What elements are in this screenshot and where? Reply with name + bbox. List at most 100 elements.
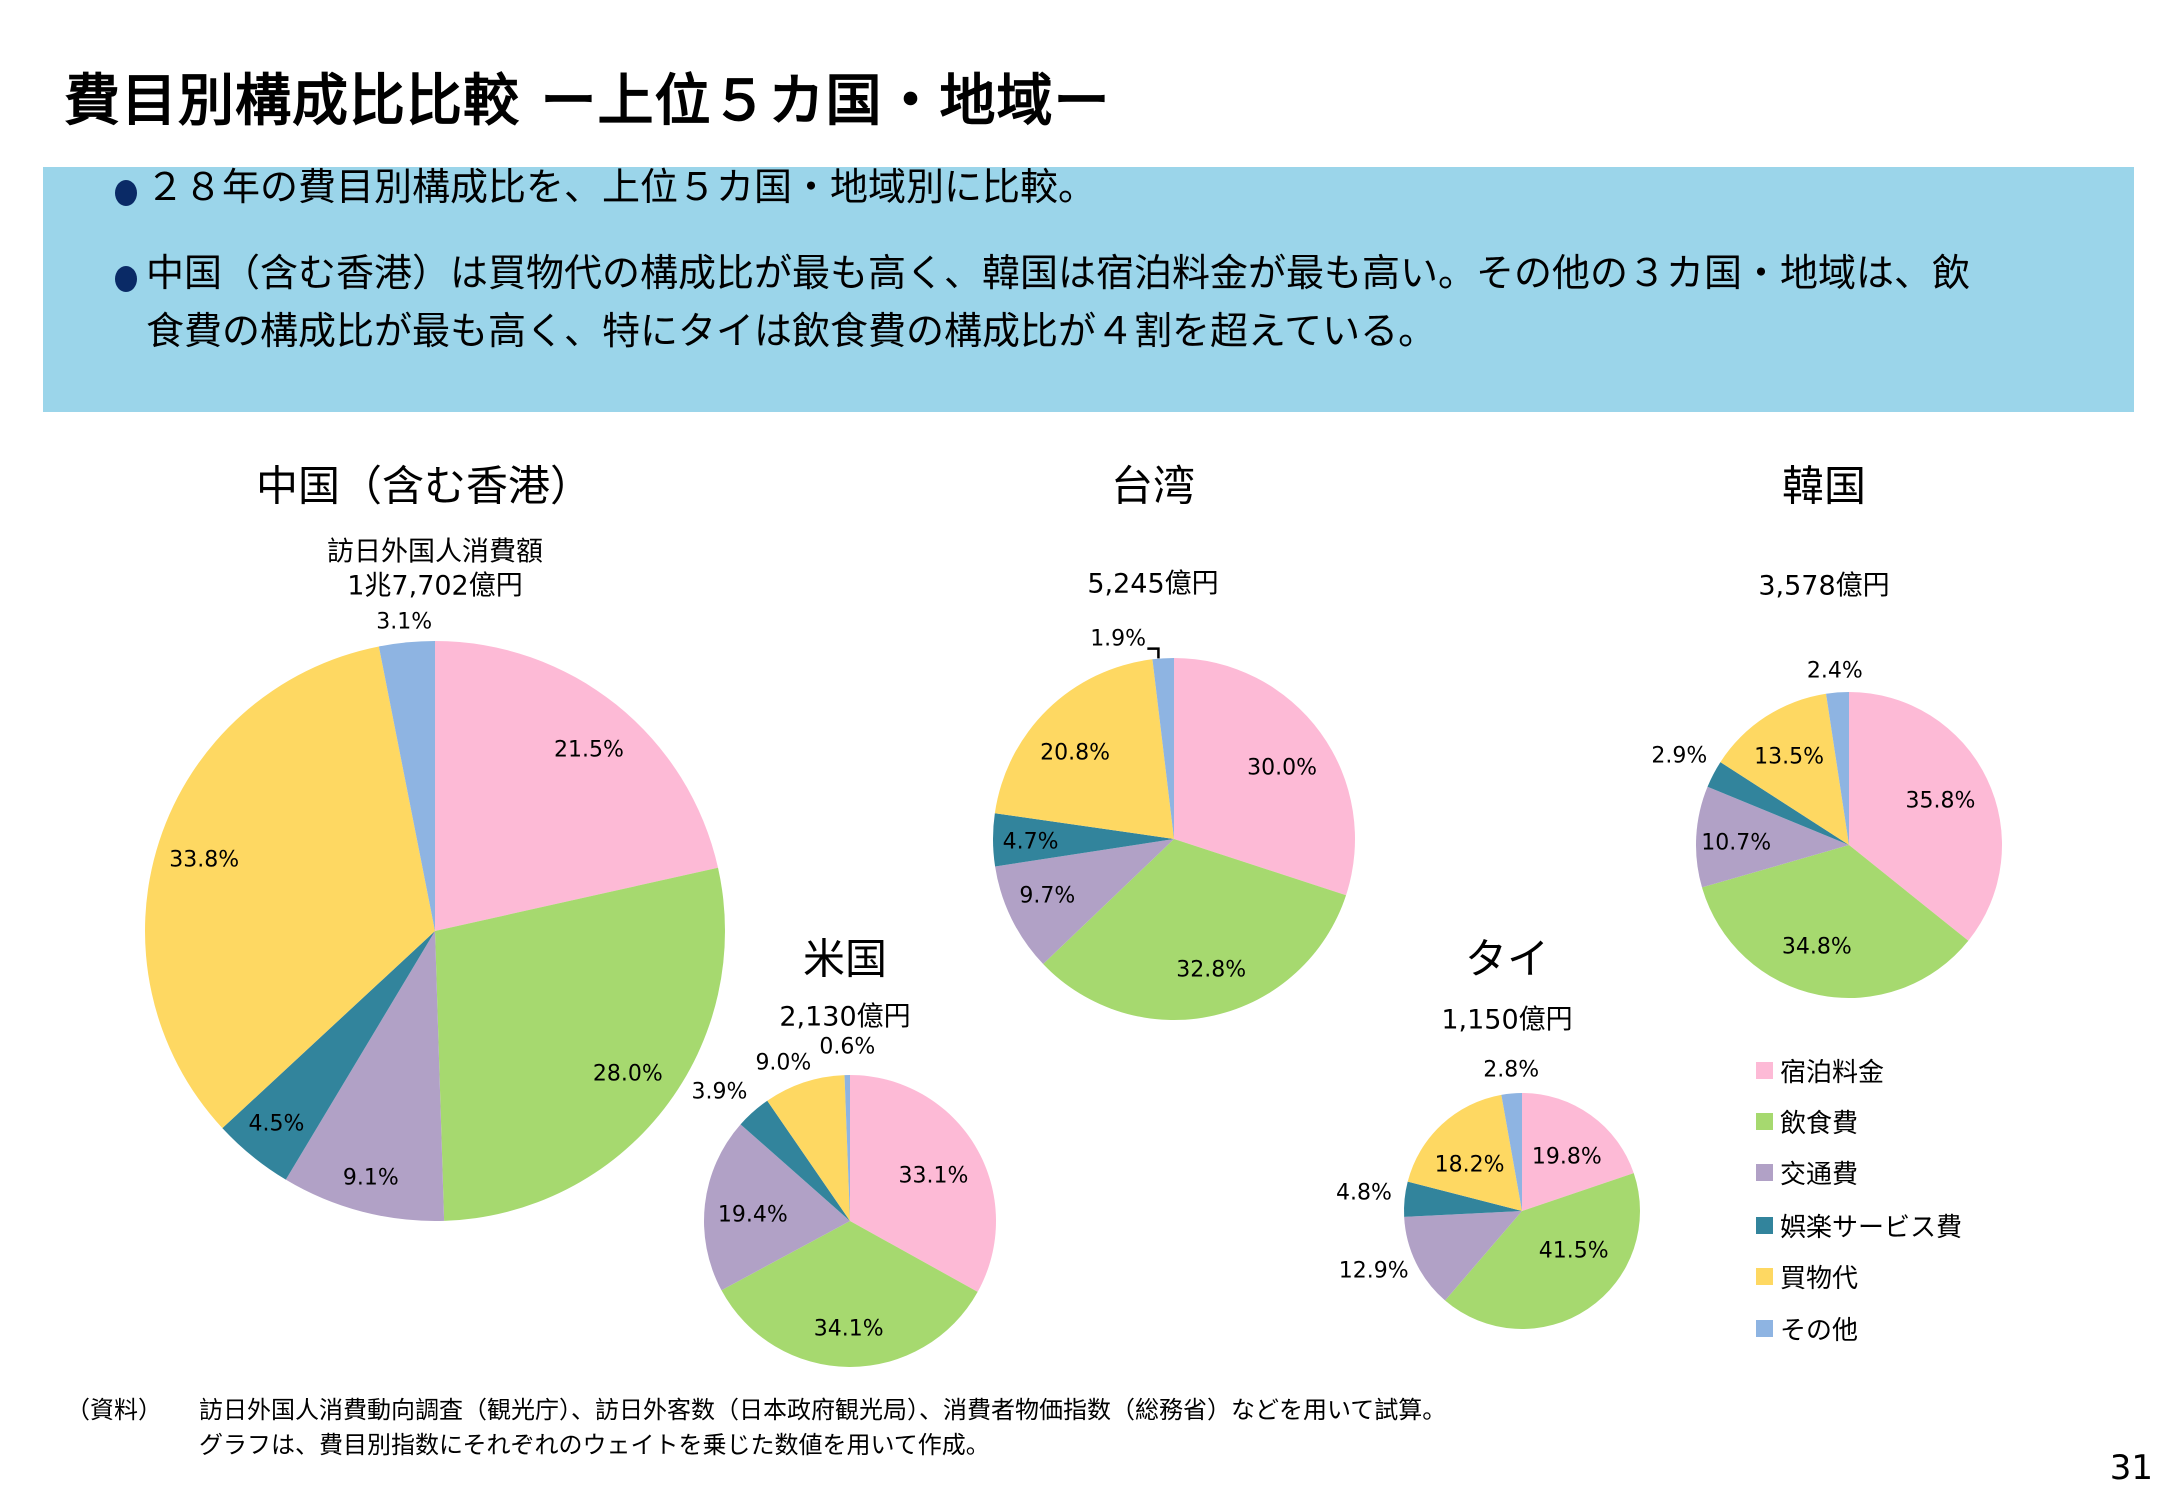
data-label-thailand: 19.8% bbox=[1531, 1144, 1602, 1170]
legend-label: 買物代 bbox=[1780, 1263, 1859, 1294]
pie-slice-thailand bbox=[1522, 1093, 1634, 1211]
pie-slice-thailand bbox=[1404, 1181, 1522, 1217]
data-label-korea: 2.9% bbox=[1651, 743, 1708, 769]
legend-label: その他 bbox=[1780, 1315, 1859, 1346]
data-label-thailand: 4.8% bbox=[1336, 1180, 1392, 1206]
chart-total-korea: 3,578億円 bbox=[1758, 570, 1890, 602]
data-label-korea: 10.7% bbox=[1701, 830, 1772, 856]
pie-slice-usa bbox=[767, 1075, 850, 1221]
data-label-thailand: 2.8% bbox=[1483, 1057, 1540, 1083]
page-number: 31 bbox=[2109, 1448, 2153, 1488]
data-label-usa: 33.1% bbox=[898, 1163, 969, 1189]
legend-label: 宿泊料金 bbox=[1780, 1057, 1885, 1088]
pie-slice-china bbox=[144, 646, 435, 1129]
legend-item: 飲食費 bbox=[1756, 1106, 1858, 1139]
legend-swatch bbox=[1756, 1163, 1773, 1181]
data-label-usa: 19.4% bbox=[717, 1202, 788, 1228]
chart-title-usa: 米国 bbox=[802, 934, 888, 984]
slide-title: 費目別構成比比較 ー上位５カ国・地域ー bbox=[64, 69, 1111, 134]
summary-box: ２８年の費目別構成比を、上位５カ国・地域別に比較。 中国（含む香港）は買物代の構… bbox=[43, 165, 2134, 412]
pie-slice-thailand bbox=[1407, 1094, 1522, 1211]
data-label-china: 21.5% bbox=[553, 737, 624, 763]
data-label-usa: 3.9% bbox=[691, 1079, 748, 1105]
legend-label: 交通費 bbox=[1780, 1159, 1859, 1190]
pie-taiwan bbox=[993, 647, 1356, 1021]
chart-total-usa: 2,130億円 bbox=[779, 1001, 911, 1033]
chart-total-taiwan: 5,245億円 bbox=[1087, 568, 1219, 600]
pie-slice-thailand bbox=[1445, 1173, 1640, 1329]
data-label-china: 28.0% bbox=[592, 1061, 663, 1087]
bullet-text: ２８年の費目別構成比を、上位５カ国・地域別に比較。 bbox=[146, 165, 1097, 209]
bullet-text: 食費の構成比が最も高く、特にタイは飲食費の構成比が４割を超えている。 bbox=[146, 309, 1437, 353]
pie-slice-taiwan bbox=[1152, 658, 1174, 839]
data-label-thailand: 18.2% bbox=[1434, 1152, 1505, 1178]
legend-item: その他 bbox=[1756, 1313, 1858, 1346]
pie-usa bbox=[703, 1075, 996, 1367]
pie-slice-korea bbox=[1696, 786, 1849, 888]
legend-item: 交通費 bbox=[1756, 1157, 1858, 1190]
chart-title-korea: 韓国 bbox=[1781, 461, 1867, 511]
legend-swatch bbox=[1756, 1267, 1773, 1285]
pie-slice-usa bbox=[703, 1124, 850, 1291]
footnote-label: （資料） bbox=[66, 1396, 162, 1424]
data-label-thailand: 12.9% bbox=[1338, 1258, 1409, 1284]
pie-slice-taiwan bbox=[1043, 839, 1347, 1021]
pie-slice-usa bbox=[740, 1100, 850, 1221]
chart-title-china: 中国（含む香港） bbox=[255, 461, 593, 511]
data-label-usa: 34.1% bbox=[813, 1316, 884, 1342]
data-label-taiwan: 1.9% bbox=[1090, 626, 1147, 652]
data-label-china: 9.1% bbox=[342, 1165, 399, 1191]
legend-swatch bbox=[1756, 1216, 1773, 1234]
legend-swatch bbox=[1756, 1061, 1773, 1079]
data-label-thailand: 41.5% bbox=[1538, 1238, 1609, 1264]
data-label-taiwan: 20.8% bbox=[1040, 740, 1111, 766]
legend-label: 娯楽サービス費 bbox=[1780, 1212, 1963, 1243]
pie-slice-china bbox=[435, 641, 719, 931]
pie-slice-korea bbox=[1720, 693, 1849, 845]
bullet-dot-icon bbox=[115, 180, 137, 206]
footnote-line-1: 訪日外国人消費動向調査（観光庁）、訪日外客数（日本政府観光局）、消費者物価指数（… bbox=[199, 1396, 1447, 1424]
data-label-taiwan: 4.7% bbox=[1002, 829, 1059, 855]
pie-slice-korea bbox=[1701, 845, 1969, 998]
legend-item: 買物代 bbox=[1756, 1261, 1858, 1294]
bullet-text: 中国（含む香港）は買物代の構成比が最も高く、韓国は宿泊料金が最も高い。その他の３… bbox=[146, 251, 1971, 295]
data-label-taiwan: 32.8% bbox=[1176, 957, 1247, 983]
pie-slice-china bbox=[435, 867, 725, 1221]
data-label-korea: 2.4% bbox=[1806, 658, 1863, 684]
footnote-line-2: グラフは、費目別指数にそれぞれのウェイトを乗じた数値を用いて作成。 bbox=[199, 1431, 990, 1459]
data-label-usa: 9.0% bbox=[755, 1050, 812, 1076]
pie-slice-china bbox=[222, 931, 435, 1180]
chart-subtitle-china: 訪日外国人消費額 bbox=[327, 536, 543, 568]
pie-slice-usa bbox=[850, 1075, 996, 1292]
legend-item: 宿泊料金 bbox=[1756, 1055, 1884, 1088]
leader-line bbox=[1147, 647, 1160, 659]
pie-slice-usa bbox=[721, 1221, 978, 1367]
pie-thailand bbox=[1404, 1093, 1640, 1329]
pie-slice-taiwan bbox=[1174, 658, 1356, 896]
data-label-korea: 34.8% bbox=[1781, 934, 1852, 960]
chart-title-thailand: タイ bbox=[1464, 934, 1550, 984]
pie-slice-china bbox=[285, 931, 445, 1221]
legend-swatch bbox=[1756, 1319, 1773, 1337]
legend-label: 飲食費 bbox=[1780, 1108, 1859, 1139]
pie-slice-korea bbox=[1826, 692, 1849, 845]
pie-slice-taiwan bbox=[993, 813, 1174, 867]
chart-title-taiwan: 台湾 bbox=[1110, 461, 1196, 511]
data-label-taiwan: 30.0% bbox=[1247, 755, 1317, 781]
bullet-dot-icon bbox=[115, 266, 137, 292]
pie-slice-thailand bbox=[1501, 1093, 1522, 1211]
data-label-usa: 0.6% bbox=[819, 1034, 876, 1060]
data-label-korea: 13.5% bbox=[1754, 744, 1824, 770]
chart-total-china: 1兆7,702億円 bbox=[347, 570, 523, 602]
pie-korea bbox=[1696, 692, 2002, 998]
data-label-china: 33.8% bbox=[169, 847, 240, 873]
pie-slice-korea bbox=[1849, 692, 2002, 941]
legend-item: 娯楽サービス費 bbox=[1756, 1210, 1962, 1243]
data-label-korea: 35.8% bbox=[1905, 788, 1976, 814]
pie-slice-thailand bbox=[1404, 1211, 1522, 1301]
chart-total-thailand: 1,150億円 bbox=[1441, 1004, 1573, 1036]
pie-slice-korea bbox=[1707, 762, 1849, 845]
data-label-taiwan: 9.7% bbox=[1019, 883, 1076, 909]
